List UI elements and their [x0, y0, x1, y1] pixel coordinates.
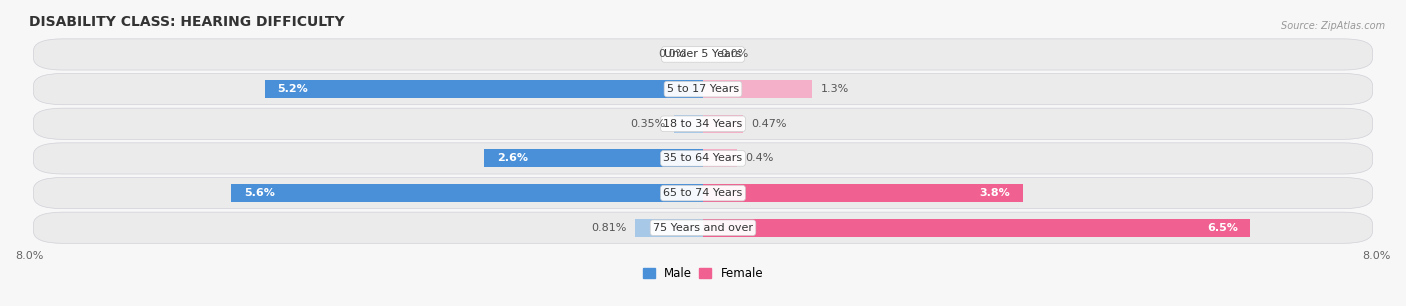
Text: 75 Years and over: 75 Years and over	[652, 223, 754, 233]
Bar	[703, 80, 813, 98]
Bar	[634, 219, 703, 237]
Text: 6.5%: 6.5%	[1206, 223, 1237, 233]
Text: DISABILITY CLASS: HEARING DIFFICULTY: DISABILITY CLASS: HEARING DIFFICULTY	[30, 15, 344, 29]
FancyBboxPatch shape	[34, 143, 1372, 174]
Text: 0.4%: 0.4%	[745, 153, 773, 163]
Legend: Male, Female: Male, Female	[638, 263, 768, 285]
Text: 3.8%: 3.8%	[980, 188, 1011, 198]
Text: 1.3%: 1.3%	[821, 84, 849, 94]
Text: 18 to 34 Years: 18 to 34 Years	[664, 119, 742, 129]
FancyBboxPatch shape	[34, 73, 1372, 105]
Bar	[673, 115, 703, 133]
Text: 5 to 17 Years: 5 to 17 Years	[666, 84, 740, 94]
FancyBboxPatch shape	[34, 108, 1372, 139]
Bar	[484, 149, 703, 167]
FancyBboxPatch shape	[34, 39, 1372, 70]
Text: 2.6%: 2.6%	[496, 153, 527, 163]
Bar	[703, 149, 737, 167]
Bar	[264, 80, 703, 98]
Text: Under 5 Years: Under 5 Years	[665, 50, 741, 59]
Text: 0.0%: 0.0%	[658, 50, 686, 59]
Text: 0.35%: 0.35%	[630, 119, 665, 129]
FancyBboxPatch shape	[34, 177, 1372, 209]
Text: 0.81%: 0.81%	[591, 223, 626, 233]
Text: Source: ZipAtlas.com: Source: ZipAtlas.com	[1281, 21, 1385, 32]
Text: 0.47%: 0.47%	[751, 119, 786, 129]
Bar	[703, 115, 742, 133]
Bar	[703, 219, 1250, 237]
Text: 0.0%: 0.0%	[720, 50, 748, 59]
Text: 5.6%: 5.6%	[245, 188, 274, 198]
Bar	[703, 184, 1024, 202]
Text: 5.2%: 5.2%	[277, 84, 308, 94]
Text: 65 to 74 Years: 65 to 74 Years	[664, 188, 742, 198]
FancyBboxPatch shape	[34, 212, 1372, 243]
Text: 35 to 64 Years: 35 to 64 Years	[664, 153, 742, 163]
Bar	[232, 184, 703, 202]
